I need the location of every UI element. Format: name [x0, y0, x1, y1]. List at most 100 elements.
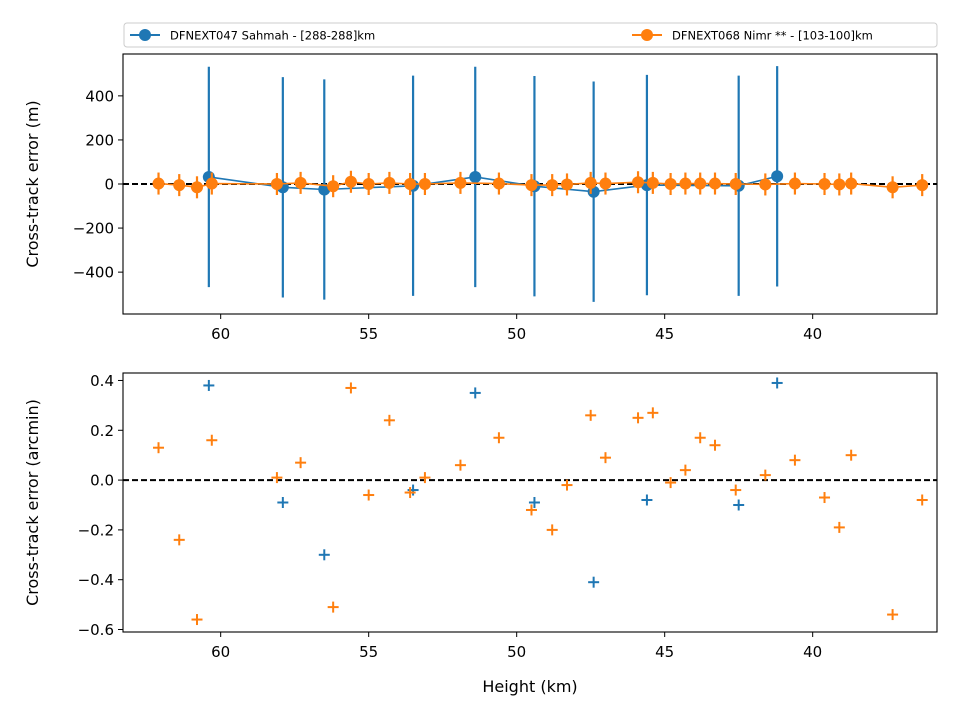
legend-entry-1: DFNEXT047 Sahmah - [288-288]km — [130, 29, 375, 43]
data-point — [561, 479, 573, 491]
y-tick-label: 0.2 — [90, 422, 114, 440]
y-tick-label: 0 — [104, 176, 114, 194]
data-point — [789, 454, 801, 466]
x-tick-label: 45 — [655, 643, 674, 661]
data-point — [665, 477, 677, 489]
series-2 — [153, 382, 928, 626]
data-point — [679, 177, 692, 190]
y-tick-label: −0.2 — [78, 521, 114, 539]
y-tick-label: −400 — [73, 264, 114, 282]
data-point — [733, 499, 745, 511]
series-line — [208, 175, 778, 193]
y-tick-label: 200 — [85, 131, 114, 149]
data-point — [585, 409, 597, 421]
x-tick-label: 40 — [803, 643, 822, 661]
data-point — [709, 439, 721, 451]
bottom-plot: 60 55 50 45 40 −0.6 −0.4 −0.2 0.0 0.2 0.4 Cross-tra… — [23, 372, 938, 696]
data-point — [152, 177, 165, 190]
y-axis-title: Cross-track error (arcmin) — [23, 399, 42, 606]
data-point — [153, 442, 165, 454]
y-tick-label: −0.6 — [78, 621, 114, 639]
data-point — [887, 609, 899, 621]
y-tick-label: 0.0 — [90, 472, 114, 490]
data-point — [730, 484, 742, 496]
data-point — [270, 178, 283, 190]
data-point — [469, 170, 482, 183]
data-point — [845, 177, 858, 190]
data-point — [646, 176, 659, 189]
data-point — [271, 472, 283, 484]
data-point — [588, 576, 600, 588]
data-point — [641, 494, 653, 506]
legend-entry-2: DFNEXT068 Nimr ** - [103-100]km — [632, 29, 873, 43]
data-point — [771, 170, 784, 183]
data-point — [327, 601, 339, 613]
data-point — [561, 178, 573, 191]
data-point — [546, 524, 558, 536]
x-tick-label: 60 — [211, 325, 230, 343]
data-point — [294, 176, 307, 189]
legend-label: DFNEXT047 Sahmah - [288-288]km — [170, 29, 375, 43]
data-point — [818, 178, 831, 190]
data-point — [771, 377, 783, 389]
axes-frame — [122, 372, 938, 633]
data-point — [632, 412, 644, 424]
legend-box — [123, 22, 938, 48]
data-point — [709, 177, 721, 190]
x-tick-label: 55 — [359, 643, 378, 661]
legend-marker — [139, 29, 151, 41]
data-point — [454, 459, 466, 471]
data-point — [632, 176, 645, 189]
data-point — [647, 407, 659, 419]
data-point — [469, 387, 481, 399]
data-point — [525, 504, 537, 516]
x-tick-label: 60 — [211, 643, 230, 661]
data-point — [344, 175, 357, 188]
data-point — [679, 464, 691, 476]
data-point — [599, 452, 611, 464]
series-1 — [203, 377, 783, 588]
data-point — [528, 497, 540, 508]
data-point — [916, 494, 928, 506]
data-point — [383, 414, 395, 426]
data-point — [916, 179, 929, 192]
data-point — [546, 179, 559, 192]
x-tick-label: 55 — [359, 325, 378, 343]
x-tick-label: 40 — [803, 325, 822, 343]
data-point — [418, 178, 431, 190]
data-point — [833, 521, 845, 533]
data-point — [327, 180, 340, 193]
legend-label: DFNEXT068 Nimr ** - [103-100]km — [672, 29, 873, 43]
y-axis-title: Cross-track error (m) — [23, 100, 42, 267]
x-axis-title: Height (km) — [482, 677, 577, 696]
data-point — [788, 177, 801, 190]
data-point — [584, 176, 597, 189]
data-point — [191, 614, 203, 626]
y-tick-label: −200 — [73, 220, 114, 238]
data-point — [318, 549, 330, 561]
data-point — [206, 434, 218, 446]
x-tick-label: 50 — [507, 325, 526, 343]
data-point — [819, 492, 831, 504]
data-point — [404, 487, 416, 499]
data-point — [694, 177, 707, 190]
data-point — [694, 432, 706, 444]
data-point — [404, 178, 417, 190]
y-tick-label: −0.4 — [78, 571, 114, 589]
data-point — [729, 178, 742, 190]
x-tick-label: 45 — [655, 325, 674, 343]
data-point — [173, 179, 186, 192]
data-point — [295, 457, 307, 469]
top-plot: 60 55 50 45 40 −400 −200 0 200 400 Cross-track err… — [23, 53, 938, 343]
data-point — [173, 534, 185, 546]
data-point — [664, 178, 677, 190]
data-point — [886, 181, 899, 194]
data-point — [363, 489, 375, 501]
data-point — [383, 176, 396, 189]
legend: DFNEXT047 Sahmah - [288-288]km DFNEXT068 … — [123, 22, 938, 48]
x-tick-label: 50 — [507, 643, 526, 661]
plot-area — [123, 377, 937, 626]
series-2 — [152, 170, 929, 199]
plot-area — [123, 66, 937, 302]
